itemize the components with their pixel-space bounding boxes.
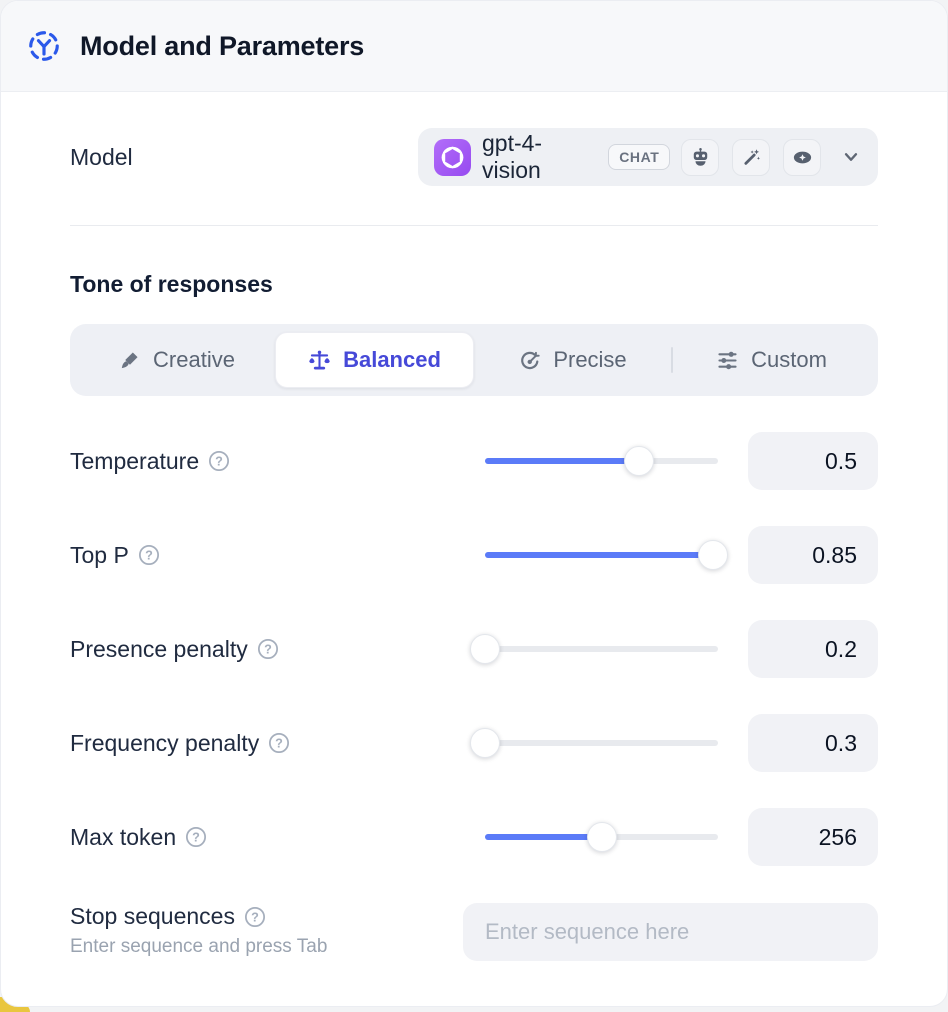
robot-icon: [693, 147, 708, 166]
magic-wand-icon: [744, 148, 760, 165]
tone-option-precise[interactable]: Precise: [474, 332, 671, 388]
sliders-icon: [718, 351, 737, 369]
tone-option-label: Balanced: [343, 347, 441, 372]
help-icon[interactable]: ?: [244, 906, 266, 928]
parameter-label: Temperature: [70, 447, 200, 474]
parameter-row-frequency-penalty: Frequency penalty ? 0.3: [70, 714, 878, 772]
svg-text:?: ?: [192, 831, 200, 845]
selected-model-name: gpt-4-vision: [482, 130, 543, 183]
chevron-down-icon[interactable]: [840, 146, 862, 168]
presence-penalty-slider[interactable]: [470, 634, 718, 664]
model-select-dropdown[interactable]: gpt-4-vision CHAT: [418, 128, 878, 186]
parameter-row-presence-penalty: Presence penalty ? 0.2: [70, 620, 878, 678]
temperature-value: 0.5: [748, 432, 878, 490]
slider-fill: [485, 834, 602, 840]
svg-text:?: ?: [145, 549, 153, 563]
panel-header: Model and Parameters: [1, 1, 947, 92]
slider-thumb[interactable]: [470, 634, 500, 664]
parameter-label: Presence penalty: [70, 635, 248, 662]
help-icon[interactable]: ?: [185, 826, 207, 848]
max-token-value: 256: [748, 808, 878, 866]
slider-thumb[interactable]: [586, 822, 617, 852]
top-p-slider[interactable]: [485, 540, 729, 570]
panel-title: Model and Parameters: [80, 30, 365, 61]
tone-option-label: Precise: [553, 347, 627, 372]
model-label: Model: [70, 143, 133, 170]
slider-thumb[interactable]: [623, 446, 654, 476]
slider-track: [485, 646, 718, 652]
segment-divider: [671, 347, 673, 373]
svg-text:?: ?: [264, 643, 272, 657]
frequency-penalty-slider[interactable]: [470, 728, 718, 758]
parameter-row-max-token: Max token ? 256: [70, 808, 878, 866]
slider-track: [485, 740, 718, 746]
help-icon[interactable]: ?: [208, 450, 230, 472]
svg-text:?: ?: [251, 910, 259, 924]
vision-capability-chip: [783, 138, 821, 176]
help-icon[interactable]: ?: [138, 544, 160, 566]
tone-option-label: Creative: [153, 347, 235, 372]
parameter-label: Max token: [70, 823, 177, 850]
chat-mode-badge: CHAT: [608, 144, 671, 170]
stop-sequences-row: Stop sequences ? Enter sequence and pres…: [70, 903, 878, 961]
model-row: Model gpt-4-vision C: [70, 128, 878, 186]
temperature-slider[interactable]: [485, 446, 718, 476]
parameter-label: Frequency penalty: [70, 729, 260, 756]
frequency-penalty-value: 0.3: [748, 714, 878, 772]
parameter-row-temperature: Temperature ? 0.5: [70, 432, 878, 490]
max-token-slider[interactable]: [485, 822, 718, 852]
slider-thumb[interactable]: [470, 728, 500, 758]
robot-capability-chip: [681, 138, 720, 176]
stop-sequences-hint: Enter sequence and press Tab: [70, 936, 328, 957]
slider-fill: [485, 458, 639, 464]
tone-segmented-control: Creative Balanced: [70, 324, 878, 396]
stop-sequence-input[interactable]: [463, 903, 878, 961]
openai-logo-icon: [434, 138, 471, 176]
presence-penalty-value: 0.2: [748, 620, 878, 678]
slider-fill: [485, 552, 714, 558]
tone-option-custom[interactable]: Custom: [673, 332, 870, 388]
svg-text:?: ?: [215, 455, 223, 469]
vision-eye-icon: [793, 151, 811, 163]
help-icon[interactable]: ?: [268, 732, 290, 754]
tone-section-heading: Tone of responses: [70, 271, 273, 297]
slider-thumb[interactable]: [698, 540, 729, 570]
parameter-label: Top P: [70, 541, 129, 568]
model-hub-icon: [26, 28, 62, 64]
svg-text:?: ?: [275, 737, 283, 751]
stop-sequences-label: Stop sequences: [70, 903, 235, 929]
magic-wand-capability-chip: [732, 138, 771, 176]
paintbrush-icon: [121, 351, 138, 368]
tone-option-label: Custom: [751, 347, 827, 372]
section-divider: [70, 225, 878, 226]
tone-option-creative[interactable]: Creative: [78, 332, 275, 388]
help-icon[interactable]: ?: [257, 638, 279, 660]
tone-option-balanced[interactable]: Balanced: [275, 332, 474, 388]
target-icon: [521, 351, 540, 369]
balance-scale-icon: [309, 350, 330, 369]
parameter-row-top-p: Top P ? 0.85: [70, 526, 878, 584]
top-p-value: 0.85: [748, 526, 878, 584]
